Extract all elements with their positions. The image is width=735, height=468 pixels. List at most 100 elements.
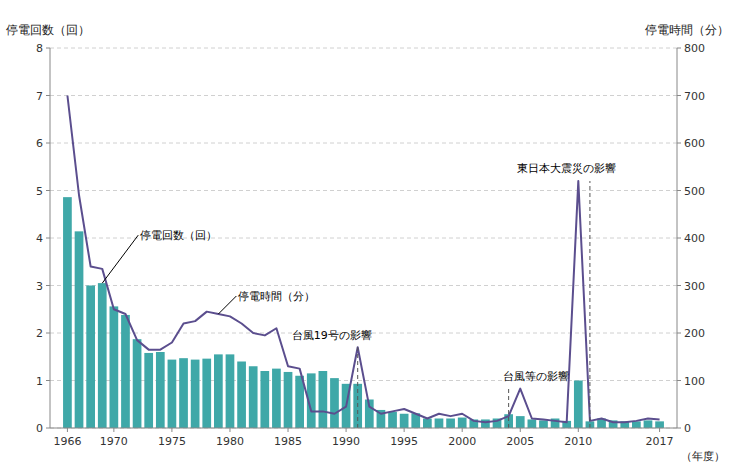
y-tick	[46, 428, 50, 429]
y2-axis-title: 停電時間（分）	[645, 23, 729, 37]
background	[0, 0, 735, 468]
x-tick	[659, 428, 660, 432]
x-tick-label: 2000	[448, 435, 476, 448]
series-label-leader	[102, 235, 138, 283]
y2-tick	[677, 143, 681, 144]
bar	[574, 381, 583, 429]
grid-line	[50, 190, 677, 191]
grid-line	[50, 48, 677, 49]
plot-area	[63, 96, 664, 429]
labels: 停電回数（回） 停電時間（分） （年度） 停電回数（回） 停電時間（分） 台風19号の影響…	[6, 23, 729, 463]
x-tick-label: 1985	[274, 435, 302, 448]
y2-tick	[677, 380, 681, 381]
y-tick-label: 2	[36, 327, 43, 340]
bar	[655, 421, 664, 428]
y-tick-label: 5	[36, 185, 43, 198]
y2-tick-label: 500	[684, 185, 705, 198]
grid	[50, 48, 677, 428]
bar	[98, 283, 107, 428]
bar	[632, 421, 641, 428]
y2-tick	[677, 428, 681, 429]
bar	[330, 378, 339, 428]
bar	[400, 414, 409, 428]
bar	[260, 371, 269, 428]
y-tick	[46, 190, 50, 191]
y2-tick-label: 300	[684, 280, 705, 293]
bar	[481, 419, 490, 428]
y2-tick-label: 700	[684, 90, 705, 103]
y2-tick-label: 0	[684, 422, 691, 435]
bar	[539, 420, 548, 428]
y-tick	[46, 333, 50, 334]
bar	[191, 360, 200, 428]
annotation-text: 東日本大震災の影響	[517, 162, 616, 175]
bar	[86, 286, 95, 429]
bar	[75, 231, 84, 428]
y2-tick	[677, 285, 681, 286]
x-tick	[113, 428, 114, 432]
y-tick-label: 6	[36, 137, 43, 150]
bar	[156, 352, 165, 428]
annotation-line	[589, 181, 590, 428]
x-tick-label: 2010	[564, 435, 592, 448]
y-axis-title: 停電回数（回）	[6, 23, 90, 37]
x-axis-title: （年度）	[681, 450, 725, 463]
x-tick-label: 1990	[332, 435, 360, 448]
x-tick	[404, 428, 405, 432]
bar	[284, 372, 293, 428]
annotation-text: 台風等の影響	[503, 370, 569, 383]
x-tick	[578, 428, 579, 432]
bar	[435, 419, 444, 429]
x-tick	[229, 428, 230, 432]
bar	[63, 197, 72, 428]
axes: 1966197019751980198519901995200020052010…	[36, 42, 705, 448]
y2-tick	[677, 333, 681, 334]
bar	[249, 366, 258, 428]
bar	[458, 418, 467, 428]
bar	[516, 416, 525, 428]
bar	[110, 306, 119, 428]
y-tick	[46, 285, 50, 286]
y-tick-label: 7	[36, 90, 43, 103]
bar	[133, 339, 142, 428]
x-tick-label: 2005	[506, 435, 534, 448]
y-tick	[46, 95, 50, 96]
grid-line	[50, 143, 677, 144]
x-tick	[171, 428, 172, 432]
y-tick-label: 3	[36, 280, 43, 293]
y2-tick-label: 200	[684, 327, 705, 340]
series-label-leader	[218, 296, 236, 314]
annotation-line	[357, 347, 358, 428]
chart: 1966197019751980198519901995200020052010…	[0, 0, 735, 468]
bar	[446, 419, 455, 429]
bar	[423, 419, 432, 429]
y2-tick	[677, 238, 681, 239]
annotation-text: 台風19号の影響	[292, 329, 372, 342]
x-tick-label: 1975	[158, 435, 186, 448]
y-tick	[46, 48, 50, 49]
y2-tick-label: 800	[684, 42, 705, 55]
y2-tick-label: 100	[684, 375, 705, 388]
y2-tick-label: 400	[684, 232, 705, 245]
grid-line	[50, 428, 677, 429]
y2-tick	[677, 48, 681, 49]
x-tick	[288, 428, 289, 432]
y-tick	[46, 238, 50, 239]
x-tick	[462, 428, 463, 432]
bar	[121, 315, 130, 428]
y-tick-label: 4	[36, 232, 43, 245]
series-label: 停電時間（分）	[238, 290, 315, 303]
bar	[168, 360, 177, 428]
series-label: 停電回数（回）	[140, 229, 217, 242]
grid-line	[50, 95, 677, 96]
bar	[644, 420, 653, 428]
x-tick-label: 1966	[53, 435, 81, 448]
x-tick	[67, 428, 68, 432]
y-tick-label: 1	[36, 375, 43, 388]
y-tick	[46, 380, 50, 381]
bar	[179, 358, 188, 428]
y-tick-label: 0	[36, 422, 43, 435]
x-tick-label: 1970	[100, 435, 128, 448]
bar	[226, 354, 235, 428]
x-tick	[520, 428, 521, 432]
